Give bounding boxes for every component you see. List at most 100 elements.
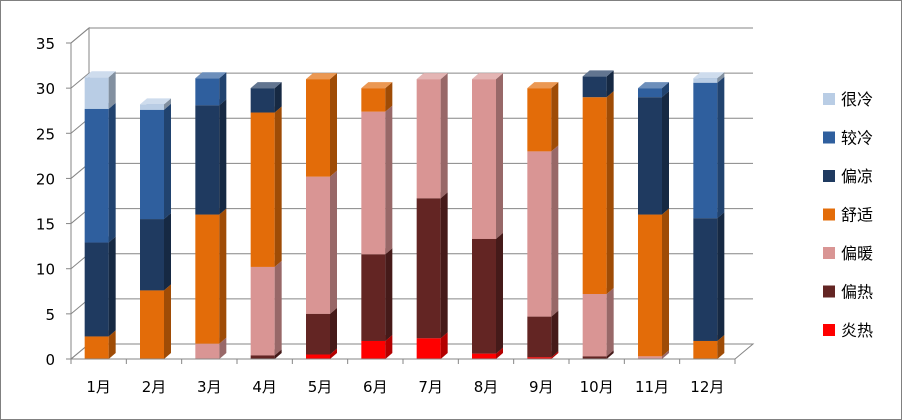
bar-segment-较冷 bbox=[638, 82, 669, 98]
bar-segment-偏暖 bbox=[416, 73, 448, 199]
bar-side bbox=[274, 349, 282, 359]
bar-side bbox=[219, 72, 227, 106]
bar-side bbox=[662, 91, 669, 215]
legend-swatch bbox=[823, 131, 835, 144]
bar-segment-偏暖 bbox=[250, 260, 282, 356]
legend-swatch bbox=[823, 324, 835, 336]
bar-front bbox=[140, 290, 164, 359]
bar-segment-偏暖 bbox=[582, 287, 614, 357]
bar-front bbox=[638, 88, 662, 98]
x-tick-label: 5月 bbox=[308, 378, 333, 396]
bar-front bbox=[527, 88, 552, 152]
bar-front bbox=[306, 313, 330, 355]
bar-segment-偏凉 bbox=[140, 213, 171, 291]
bar-front bbox=[361, 88, 386, 112]
bar-side bbox=[330, 73, 337, 177]
bar-side bbox=[219, 99, 227, 215]
bar-segment-较冷 bbox=[84, 102, 116, 243]
bar-segment-偏暖 bbox=[361, 105, 393, 255]
bar-side bbox=[606, 91, 614, 294]
bar-segment-偏热 bbox=[361, 248, 393, 341]
bar-top bbox=[361, 82, 393, 89]
x-tick-label: 1月 bbox=[86, 378, 111, 396]
bar-segment-偏热 bbox=[472, 232, 503, 354]
bar-side bbox=[606, 70, 614, 98]
bar-segment-偏热 bbox=[306, 307, 337, 355]
bar-side bbox=[551, 310, 559, 358]
legend-swatch bbox=[823, 208, 835, 221]
bar-front bbox=[638, 97, 662, 215]
bar-front bbox=[693, 82, 718, 219]
bar-front bbox=[250, 112, 275, 267]
bar-segment-舒适 bbox=[195, 208, 227, 344]
bar-front bbox=[416, 198, 441, 339]
y-tick-label: 5 bbox=[45, 306, 55, 324]
bar-segment-较冷 bbox=[195, 72, 227, 106]
x-tick-label: 6月 bbox=[363, 378, 388, 396]
bar-front bbox=[582, 293, 607, 357]
bar-side bbox=[440, 332, 448, 359]
y-tick-label: 0 bbox=[45, 351, 55, 369]
y-axis: 0 5 10 15 20 25 30 35 bbox=[36, 35, 72, 369]
bar-side bbox=[108, 330, 116, 359]
bar-front bbox=[84, 108, 109, 243]
bar-front bbox=[140, 219, 164, 291]
bar-segment-偏凉 bbox=[638, 91, 669, 215]
bar-side bbox=[385, 82, 393, 112]
bar-top bbox=[140, 98, 171, 105]
x-tick-label: 3月 bbox=[197, 378, 222, 396]
bar-front bbox=[84, 336, 109, 359]
bar-top bbox=[527, 82, 559, 89]
y-tick-label: 20 bbox=[36, 170, 55, 188]
bar-front bbox=[250, 88, 275, 113]
bar-side bbox=[219, 337, 227, 359]
bar-top bbox=[84, 71, 116, 78]
legend-swatch bbox=[823, 93, 835, 105]
bar-top bbox=[416, 73, 448, 80]
bar-segment-偏暖 bbox=[527, 145, 559, 317]
bar-segment-偏凉 bbox=[250, 82, 282, 113]
bar-front bbox=[140, 109, 164, 220]
bar-side bbox=[164, 284, 171, 359]
bar-side bbox=[717, 72, 725, 83]
bar-front bbox=[527, 357, 552, 359]
bar-side bbox=[164, 103, 171, 220]
legend-swatch bbox=[823, 170, 835, 182]
bar-segment-较冷 bbox=[693, 76, 725, 219]
bar-segment-偏凉 bbox=[582, 70, 614, 98]
bar-front bbox=[638, 214, 662, 357]
x-tick-label: 10月 bbox=[580, 378, 614, 396]
bar-front bbox=[416, 79, 441, 199]
bar-front bbox=[250, 266, 275, 356]
bar-front bbox=[250, 355, 275, 359]
bar-front bbox=[306, 176, 330, 314]
bar-front bbox=[195, 214, 220, 344]
legend-label: 很冷 bbox=[841, 90, 873, 109]
bar-side bbox=[274, 106, 282, 267]
gridline bbox=[70, 72, 753, 89]
bar-side bbox=[440, 192, 448, 339]
bars bbox=[84, 70, 725, 359]
bar-side bbox=[164, 98, 171, 110]
bar-side bbox=[108, 71, 116, 109]
legend-swatch bbox=[823, 285, 835, 298]
bar-side bbox=[717, 334, 725, 359]
bar-front bbox=[195, 105, 220, 215]
bar-front bbox=[693, 78, 718, 83]
bar-side bbox=[496, 347, 503, 359]
bar-side bbox=[662, 82, 669, 98]
bar-segment-偏热 bbox=[416, 192, 448, 339]
bar-segment-偏暖 bbox=[306, 170, 337, 314]
legend-label: 偏热 bbox=[841, 283, 873, 302]
x-tick-label: 2月 bbox=[142, 378, 167, 396]
bar-side bbox=[385, 248, 393, 341]
legend-swatch bbox=[823, 247, 835, 259]
bar-top bbox=[306, 73, 337, 80]
bar-side bbox=[330, 348, 337, 359]
bar-front bbox=[416, 338, 441, 359]
bar-top bbox=[250, 82, 282, 89]
bar-front bbox=[472, 353, 496, 359]
bar-front bbox=[527, 316, 552, 358]
